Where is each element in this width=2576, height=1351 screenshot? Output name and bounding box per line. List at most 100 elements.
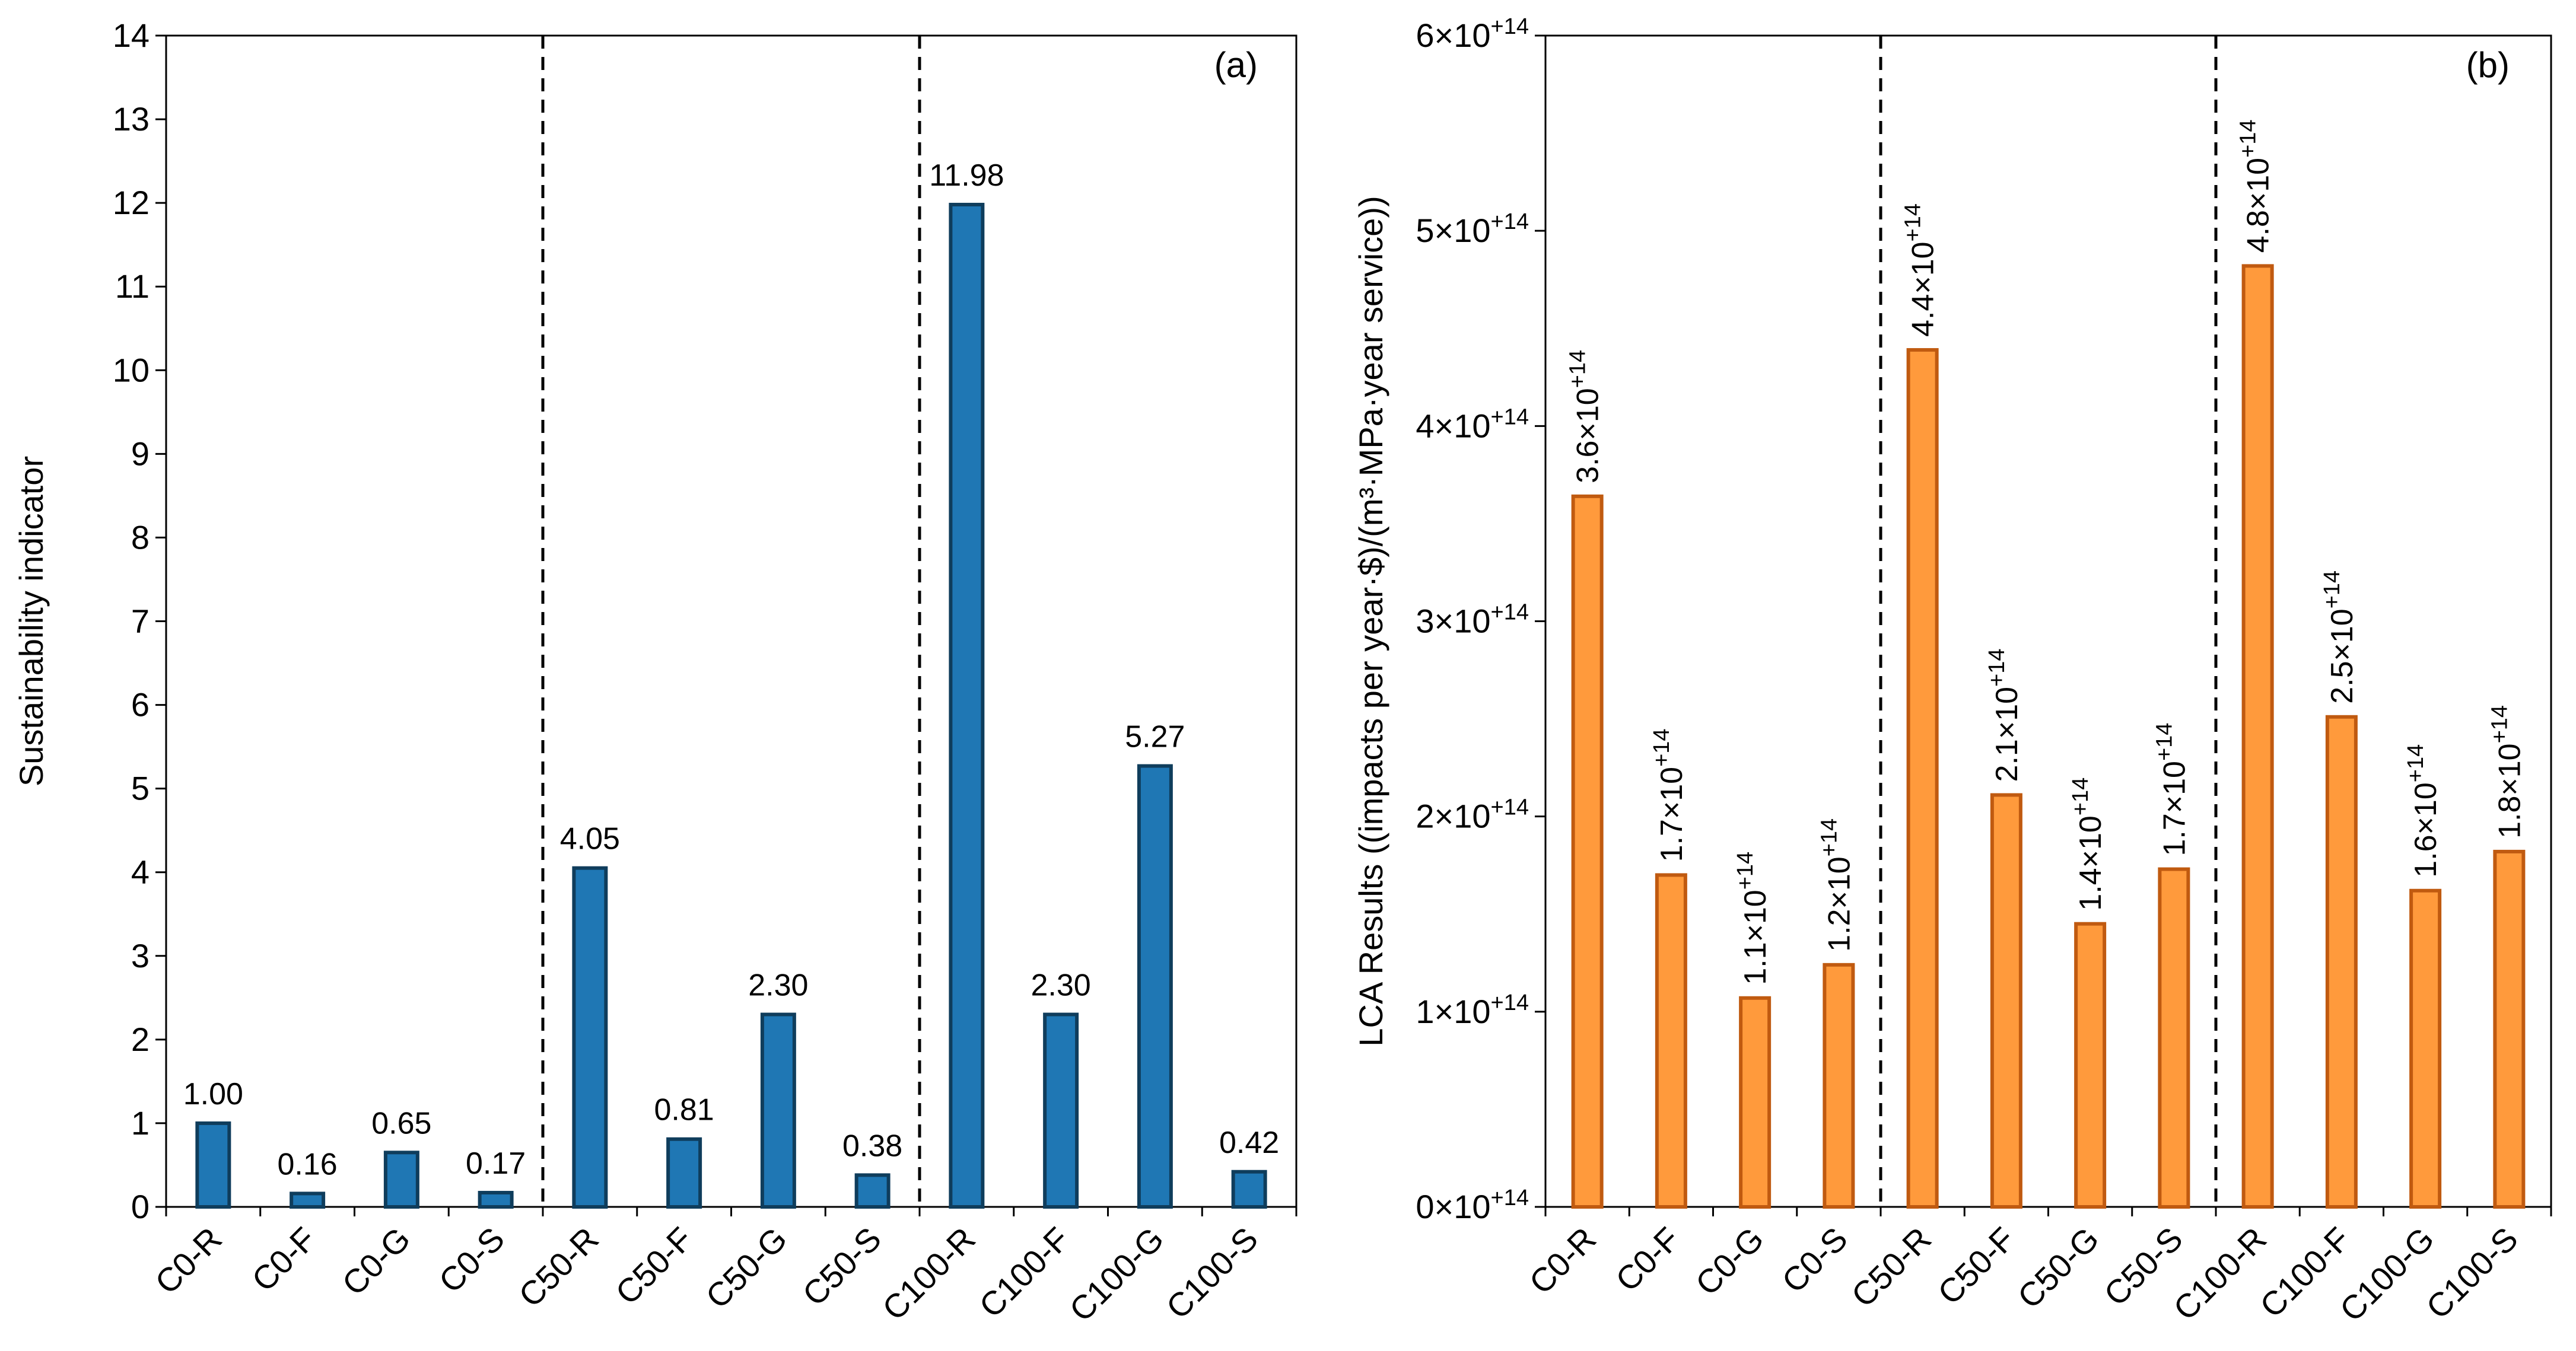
bar xyxy=(1906,348,1939,1209)
x-tick-label: C100-R xyxy=(2166,1220,2273,1327)
data-label: 1.00 xyxy=(183,1077,243,1111)
x-tick-label: C0-G xyxy=(335,1220,417,1302)
data-label: 2.30 xyxy=(1031,968,1091,1003)
y-tick-label: 5 xyxy=(131,770,150,807)
y-tick-label: 4×10+14 xyxy=(1416,404,1529,444)
y-tick-label: 13 xyxy=(113,100,150,138)
x-tick-label: C0-R xyxy=(1522,1220,1603,1301)
data-label: 0.17 xyxy=(466,1146,526,1181)
data-label: 1.6×10+14 xyxy=(2403,744,2443,878)
bar xyxy=(2158,867,2190,1209)
data-label: 11.98 xyxy=(929,158,1004,193)
data-label: 4.4×10+14 xyxy=(1901,203,1941,337)
bar xyxy=(1043,1012,1079,1209)
data-label: 5.27 xyxy=(1125,720,1185,754)
data-label: 4.05 xyxy=(560,822,620,856)
y-tick-label: 3×10+14 xyxy=(1416,600,1529,640)
x-tick-label: C100-S xyxy=(1159,1220,1265,1326)
bar xyxy=(2074,922,2107,1209)
bar xyxy=(2241,264,2274,1209)
data-label: 1.8×10+14 xyxy=(2487,705,2527,839)
y-tick-label: 7 xyxy=(131,603,150,640)
bar xyxy=(854,1173,891,1209)
data-label: 2.5×10+14 xyxy=(2320,571,2359,704)
bar xyxy=(760,1012,796,1209)
y-tick-label: 10 xyxy=(113,351,150,388)
x-tick-label: C0-S xyxy=(1774,1220,1855,1300)
plot-frame xyxy=(165,34,1297,1208)
bar xyxy=(383,1151,419,1209)
x-tick-label: C50-F xyxy=(608,1220,700,1312)
data-label: 1.4×10+14 xyxy=(2068,778,2108,911)
x-tick-label: C50-R xyxy=(1844,1220,1938,1314)
bar xyxy=(1823,963,1855,1209)
y-tick-label: 5×10+14 xyxy=(1416,209,1529,249)
data-label: 0.16 xyxy=(278,1147,338,1181)
y-tick-label: 2 xyxy=(131,1021,150,1058)
data-label: 1.2×10+14 xyxy=(1817,818,1856,952)
x-tick-label: C100-R xyxy=(875,1220,982,1327)
data-label: 1.7×10+14 xyxy=(1649,728,1689,862)
y-tick-label: 11 xyxy=(115,267,150,305)
data-label: 2.30 xyxy=(748,968,808,1003)
y-tick-label: 6 xyxy=(131,686,150,724)
panel-label: (a) xyxy=(1214,45,1258,85)
chart-panel-a: 012345678910111213141.00C0-R0.16C0-F0.65… xyxy=(12,17,1297,1328)
y-tick-label: 4 xyxy=(131,853,150,891)
x-tick-label: C50-F xyxy=(1931,1220,2022,1312)
bar xyxy=(1655,873,1687,1209)
y-tick-label: 8 xyxy=(131,518,150,556)
y-tick-label: 12 xyxy=(113,184,150,221)
data-label: 0.65 xyxy=(371,1106,431,1140)
data-label: 4.8×10+14 xyxy=(2236,119,2276,253)
y-axis-title: LCA Results ((impacts per year·$)/(m³·MP… xyxy=(1352,196,1389,1046)
y-tick-label: 14 xyxy=(113,17,150,54)
bar xyxy=(572,866,608,1209)
data-label: 2.1×10+14 xyxy=(1985,648,2024,782)
x-tick-label: C0-F xyxy=(244,1220,323,1299)
data-label: 3.6×10+14 xyxy=(1566,350,1605,483)
bar xyxy=(666,1137,702,1209)
y-tick-label: 1 xyxy=(131,1104,150,1142)
x-tick-label: C100-S xyxy=(2419,1220,2525,1326)
bar xyxy=(2325,715,2358,1209)
y-tick-label: 2×10+14 xyxy=(1416,795,1529,835)
bar xyxy=(1739,996,1772,1209)
x-tick-label: C50-G xyxy=(698,1220,794,1315)
bar xyxy=(195,1121,231,1209)
x-tick-label: C100-G xyxy=(2332,1220,2441,1328)
bar xyxy=(290,1191,326,1209)
bar xyxy=(1137,764,1173,1209)
panel-label: (b) xyxy=(2466,45,2510,85)
x-tick-label: C50-R xyxy=(511,1220,606,1314)
y-axis-title: Sustainability indicator xyxy=(12,456,50,786)
bar xyxy=(2409,888,2442,1209)
plot-frame xyxy=(1544,34,2552,1208)
x-tick-label: C0-G xyxy=(1688,1220,1770,1302)
y-tick-label: 3 xyxy=(131,937,150,974)
bar xyxy=(478,1191,514,1209)
x-tick-label: C50-G xyxy=(2010,1220,2106,1315)
data-label: 0.38 xyxy=(842,1129,902,1163)
y-tick-label: 0 xyxy=(131,1188,150,1225)
bar xyxy=(949,202,985,1209)
chart-panel-b: 0×10+14 1×10+14 2×10+14 3×10+14 4×10+14 5×10+… xyxy=(1352,14,2552,1328)
y-tick-label: 6×10+14 xyxy=(1416,14,1529,54)
bar xyxy=(1571,494,1604,1209)
y-tick-label: 9 xyxy=(131,435,150,472)
y-tick-label: 1×10+14 xyxy=(1416,990,1529,1030)
data-label: 1.1×10+14 xyxy=(1733,852,1773,985)
data-label: 1.7×10+14 xyxy=(2152,723,2192,856)
data-label: 0.81 xyxy=(654,1093,714,1127)
x-tick-label: C0-F xyxy=(1608,1220,1687,1299)
x-tick-label: C100-G xyxy=(1062,1220,1171,1328)
data-label: 0.42 xyxy=(1219,1126,1279,1160)
x-tick-label: C0-R xyxy=(148,1220,229,1301)
bar xyxy=(2493,849,2526,1209)
x-tick-label: C0-S xyxy=(431,1220,511,1300)
y-tick-label: 0×10+14 xyxy=(1416,1186,1529,1225)
bar xyxy=(1231,1170,1267,1209)
bar xyxy=(1990,793,2022,1209)
x-tick-label: C50-S xyxy=(795,1220,888,1313)
